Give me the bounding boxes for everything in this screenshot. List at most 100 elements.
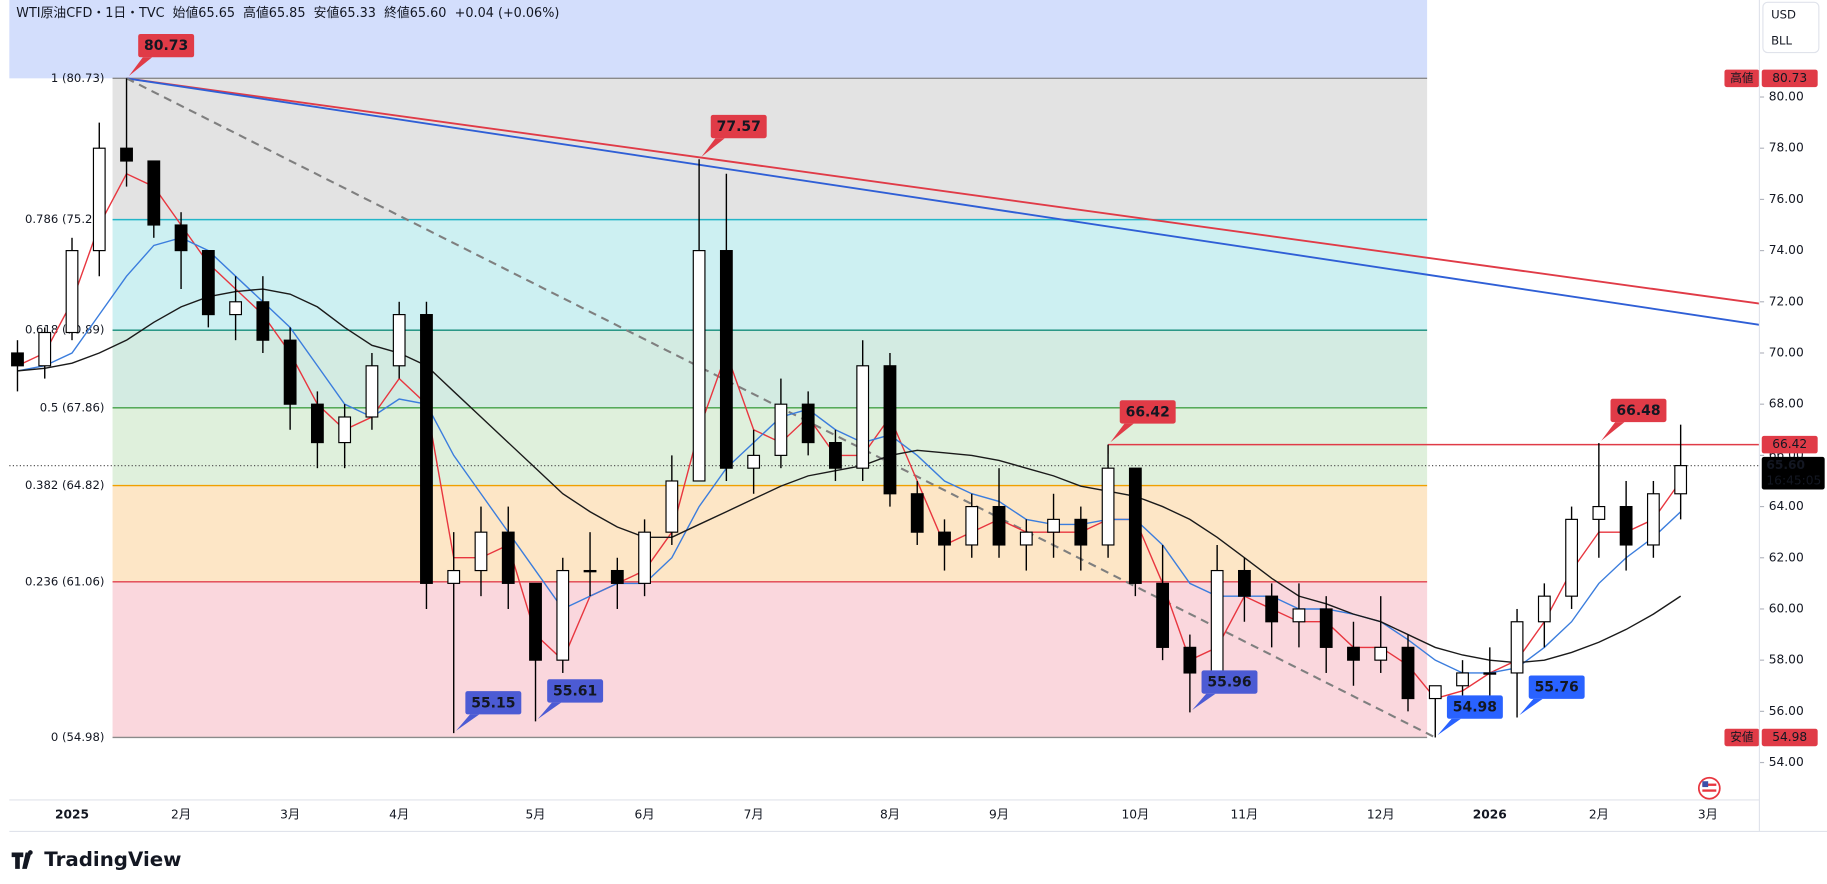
candle-body	[583, 569, 597, 573]
flag-canton	[1702, 781, 1709, 788]
trendline	[126, 77, 1760, 326]
x-tick-label: 2月	[171, 808, 191, 822]
annotation-box	[547, 679, 604, 703]
annotation-pointer	[1110, 423, 1134, 443]
candle-body	[229, 301, 243, 316]
candle-body	[938, 531, 951, 546]
fib-band	[112, 78, 1428, 220]
y-tick-label: 68.00	[1769, 397, 1804, 411]
header: WTI原油CFD・1日・TVC 始値65.65 高値65.85 安値65.33 終値65…	[16, 4, 559, 20]
candle-body	[829, 441, 842, 469]
x-tick-label: 2月	[1589, 808, 1609, 822]
annotation-box	[710, 114, 767, 139]
candle-body	[719, 250, 733, 469]
candle-body	[65, 250, 79, 334]
candle-body	[1183, 646, 1197, 674]
fib-band	[112, 407, 1428, 486]
annotation-pointer	[1519, 698, 1543, 716]
unit: BLL	[1771, 33, 1792, 47]
candle-body	[1510, 621, 1524, 674]
fib-band	[112, 219, 1428, 331]
candle-body	[992, 505, 1006, 546]
candle-body	[1265, 595, 1279, 623]
header-item: +0.04 (+0.06%)	[455, 5, 560, 20]
x-tick-label: 5月	[526, 808, 546, 822]
candle-body	[965, 505, 979, 546]
candle-body	[310, 403, 324, 444]
annotation-label: 66.48	[1616, 403, 1660, 419]
x-tick-label: 6月	[635, 808, 655, 822]
candle-body	[1156, 582, 1170, 648]
header-item: 高値65.85	[243, 4, 305, 20]
candle-body	[1238, 569, 1251, 597]
fib-level-label: 0.5 (67.86)	[40, 400, 105, 414]
candle-body	[1074, 518, 1088, 546]
candle-body	[1047, 518, 1060, 533]
candle-body	[910, 493, 924, 533]
annotation-label: 80.73	[144, 38, 188, 54]
fib-level-label: 0.382 (64.82)	[25, 478, 104, 492]
fib-level-label: 0.786 (75.21)	[25, 212, 104, 226]
candle-body	[638, 531, 651, 584]
candle-body	[1101, 467, 1115, 546]
candle-body	[1019, 531, 1033, 546]
candle-body	[1592, 505, 1606, 520]
y-tick-label: 78.00	[1769, 141, 1804, 155]
header-item: 終値65.60	[384, 4, 446, 20]
annotation-pointer	[1601, 422, 1625, 441]
header-title: WTI原油CFD・1日・TVC	[16, 5, 164, 20]
brand-logo: TradingView	[11, 848, 181, 871]
candle-body	[501, 531, 515, 584]
low-badge-tag	[1724, 728, 1760, 747]
candle-body	[92, 147, 106, 252]
candle-body	[392, 314, 406, 367]
candle-body	[1319, 608, 1333, 648]
annotation-label: 55.15	[471, 695, 515, 711]
resistance-badge-label: 66.42	[1772, 437, 1807, 451]
y-tick-label: 72.00	[1769, 294, 1804, 308]
candle-body	[365, 365, 379, 418]
candle-body	[665, 480, 679, 533]
candle-body	[11, 352, 24, 367]
last-price-label: 65.60	[1766, 458, 1805, 472]
high-badge-name: 高値	[1730, 71, 1754, 85]
fib-band	[112, 581, 1428, 738]
annotation-pointer	[701, 138, 725, 157]
background-layer: 1 (80.73)0.786 (75.21)0.618 (70.89)0.5 (…	[9, 0, 1428, 744]
y-tick-label: 76.00	[1769, 192, 1804, 206]
candle-body	[1374, 646, 1388, 661]
candle-body	[201, 250, 215, 316]
y-tick-label: 60.00	[1769, 601, 1804, 615]
x-tick-label: 4月	[389, 808, 409, 822]
header-item: 安値65.33	[314, 4, 376, 20]
fib-level-label: 0 (54.98)	[51, 730, 105, 744]
header-item: 始値65.65	[173, 4, 235, 20]
x-tick-label: 7月	[744, 808, 764, 822]
x-tick-label: 10月	[1121, 808, 1149, 822]
y-tick-label: 80.00	[1769, 90, 1804, 104]
annotation-box	[1446, 695, 1503, 719]
candle-body	[1401, 646, 1415, 700]
brand: TradingView	[44, 848, 181, 871]
x-tick-label: 9月	[989, 808, 1009, 822]
currency: USD	[1771, 8, 1796, 22]
candle-body	[420, 314, 433, 584]
candle-body	[1128, 467, 1142, 584]
candle-body	[856, 365, 870, 469]
flag-stripe	[1702, 789, 1717, 792]
fib-extension-band	[9, 0, 1428, 79]
plot-layer	[9, 77, 1760, 739]
low-badge-value-label: 54.98	[1772, 730, 1807, 744]
currency-box[interactable]	[1762, 1, 1820, 54]
candle-body	[529, 582, 542, 661]
annotation-box	[1119, 400, 1176, 424]
fib-band	[112, 330, 1428, 408]
candle-body	[692, 250, 706, 482]
fib-level-label: 1 (80.73)	[51, 71, 105, 85]
x-tick-label: 2026	[1473, 808, 1507, 822]
x-tick-label: 3月	[280, 808, 300, 822]
annotation-label: 66.42	[1126, 405, 1170, 421]
candle-body	[474, 531, 488, 572]
